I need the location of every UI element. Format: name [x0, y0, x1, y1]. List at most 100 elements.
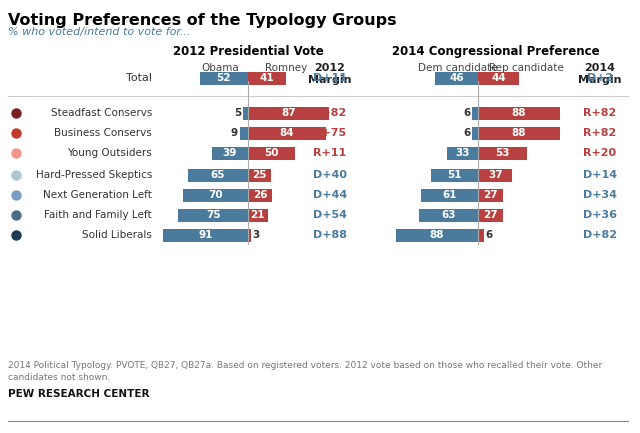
Text: D+34: D+34	[583, 190, 617, 200]
Text: 2012
Margin: 2012 Margin	[308, 63, 352, 85]
Text: % who voted/intend to vote for...: % who voted/intend to vote for...	[8, 27, 191, 37]
Bar	[239, 126, 248, 139]
Bar	[248, 146, 294, 159]
Text: 3: 3	[253, 230, 260, 240]
Text: Romney: Romney	[265, 63, 307, 73]
Text: D+54: D+54	[313, 210, 347, 220]
Text: D+88: D+88	[313, 230, 347, 240]
Text: 25: 25	[252, 170, 267, 180]
Text: 33: 33	[456, 148, 470, 158]
Text: 44: 44	[491, 73, 506, 83]
Text: 75: 75	[206, 210, 220, 220]
Bar	[478, 209, 503, 222]
Bar	[248, 188, 272, 201]
Text: PEW RESEARCH CENTER: PEW RESEARCH CENTER	[8, 389, 150, 399]
Text: 65: 65	[211, 170, 225, 180]
Text: D+11: D+11	[313, 73, 347, 83]
Text: Solid Liberals: Solid Liberals	[82, 230, 152, 240]
Text: 87: 87	[281, 108, 296, 118]
Bar	[248, 209, 268, 222]
Text: Voting Preferences of the Typology Groups: Voting Preferences of the Typology Group…	[8, 13, 397, 28]
Bar	[472, 107, 478, 120]
Text: R+82: R+82	[584, 128, 616, 138]
Text: Business Conservs: Business Conservs	[54, 128, 152, 138]
Text: Total: Total	[126, 73, 152, 83]
Bar	[179, 209, 248, 222]
Bar	[200, 71, 248, 84]
Bar	[248, 168, 271, 181]
Text: 70: 70	[208, 190, 223, 200]
Bar	[478, 107, 560, 120]
Text: Steadfast Conservs: Steadfast Conservs	[51, 108, 152, 118]
Bar	[248, 229, 251, 242]
Text: D+2: D+2	[587, 73, 613, 83]
Bar	[478, 146, 527, 159]
Text: 50: 50	[264, 148, 278, 158]
Text: 84: 84	[280, 128, 294, 138]
Bar	[478, 168, 513, 181]
Text: 2014 Political Typology. PVOTE, QB27, QB27a. Based on registered voters. 2012 vo: 2014 Political Typology. PVOTE, QB27, QB…	[8, 361, 602, 382]
Text: D+82: D+82	[583, 230, 617, 240]
Text: 51: 51	[447, 170, 461, 180]
Bar	[478, 126, 560, 139]
Text: 88: 88	[430, 230, 444, 240]
Bar	[183, 188, 248, 201]
Bar	[396, 229, 478, 242]
Text: 37: 37	[488, 170, 502, 180]
Text: R+20: R+20	[584, 148, 616, 158]
Bar	[478, 71, 519, 84]
Text: D+36: D+36	[583, 210, 617, 220]
Bar	[421, 188, 478, 201]
Text: 39: 39	[223, 148, 237, 158]
Text: D+40: D+40	[313, 170, 347, 180]
Text: R+82: R+82	[584, 108, 616, 118]
Bar	[248, 126, 326, 139]
Text: 52: 52	[216, 73, 231, 83]
Text: 88: 88	[511, 128, 526, 138]
Text: 91: 91	[198, 230, 213, 240]
Bar	[163, 229, 248, 242]
Text: 2014 Congressional Preference: 2014 Congressional Preference	[392, 45, 600, 58]
Text: Young Outsiders: Young Outsiders	[67, 148, 152, 158]
Text: 46: 46	[449, 73, 464, 83]
Bar	[447, 146, 478, 159]
Text: R+11: R+11	[314, 148, 347, 158]
Text: 6: 6	[463, 108, 470, 118]
Text: 41: 41	[260, 73, 275, 83]
Text: D+14: D+14	[583, 170, 617, 180]
Text: D+44: D+44	[313, 190, 347, 200]
Bar	[478, 229, 484, 242]
Bar	[243, 107, 248, 120]
Bar	[431, 168, 478, 181]
Bar	[248, 107, 329, 120]
Text: 9: 9	[230, 128, 237, 138]
Text: 6: 6	[463, 128, 470, 138]
Bar	[478, 188, 503, 201]
Text: 21: 21	[250, 210, 265, 220]
Text: Next Generation Left: Next Generation Left	[43, 190, 152, 200]
Text: Faith and Family Left: Faith and Family Left	[44, 210, 152, 220]
Bar	[248, 71, 286, 84]
Text: 2012 Presidential Vote: 2012 Presidential Vote	[173, 45, 323, 58]
Bar	[212, 146, 248, 159]
Text: 63: 63	[442, 210, 456, 220]
Text: Rep candidate: Rep candidate	[488, 63, 563, 73]
Text: R+82: R+82	[314, 108, 347, 118]
Text: 88: 88	[511, 108, 526, 118]
Text: 27: 27	[483, 210, 498, 220]
Text: Obama: Obama	[201, 63, 239, 73]
Bar	[419, 209, 478, 222]
Text: 5: 5	[234, 108, 241, 118]
Text: 27: 27	[483, 190, 498, 200]
Text: Hard-Pressed Skeptics: Hard-Pressed Skeptics	[36, 170, 152, 180]
Text: 6: 6	[486, 230, 493, 240]
Text: 26: 26	[253, 190, 268, 200]
Bar	[188, 168, 248, 181]
Text: 2014
Margin: 2014 Margin	[579, 63, 621, 85]
Bar	[472, 126, 478, 139]
Text: Dem candidate: Dem candidate	[418, 63, 498, 73]
Text: R+75: R+75	[314, 128, 347, 138]
Bar	[435, 71, 478, 84]
Text: 53: 53	[495, 148, 510, 158]
Text: 61: 61	[442, 190, 457, 200]
